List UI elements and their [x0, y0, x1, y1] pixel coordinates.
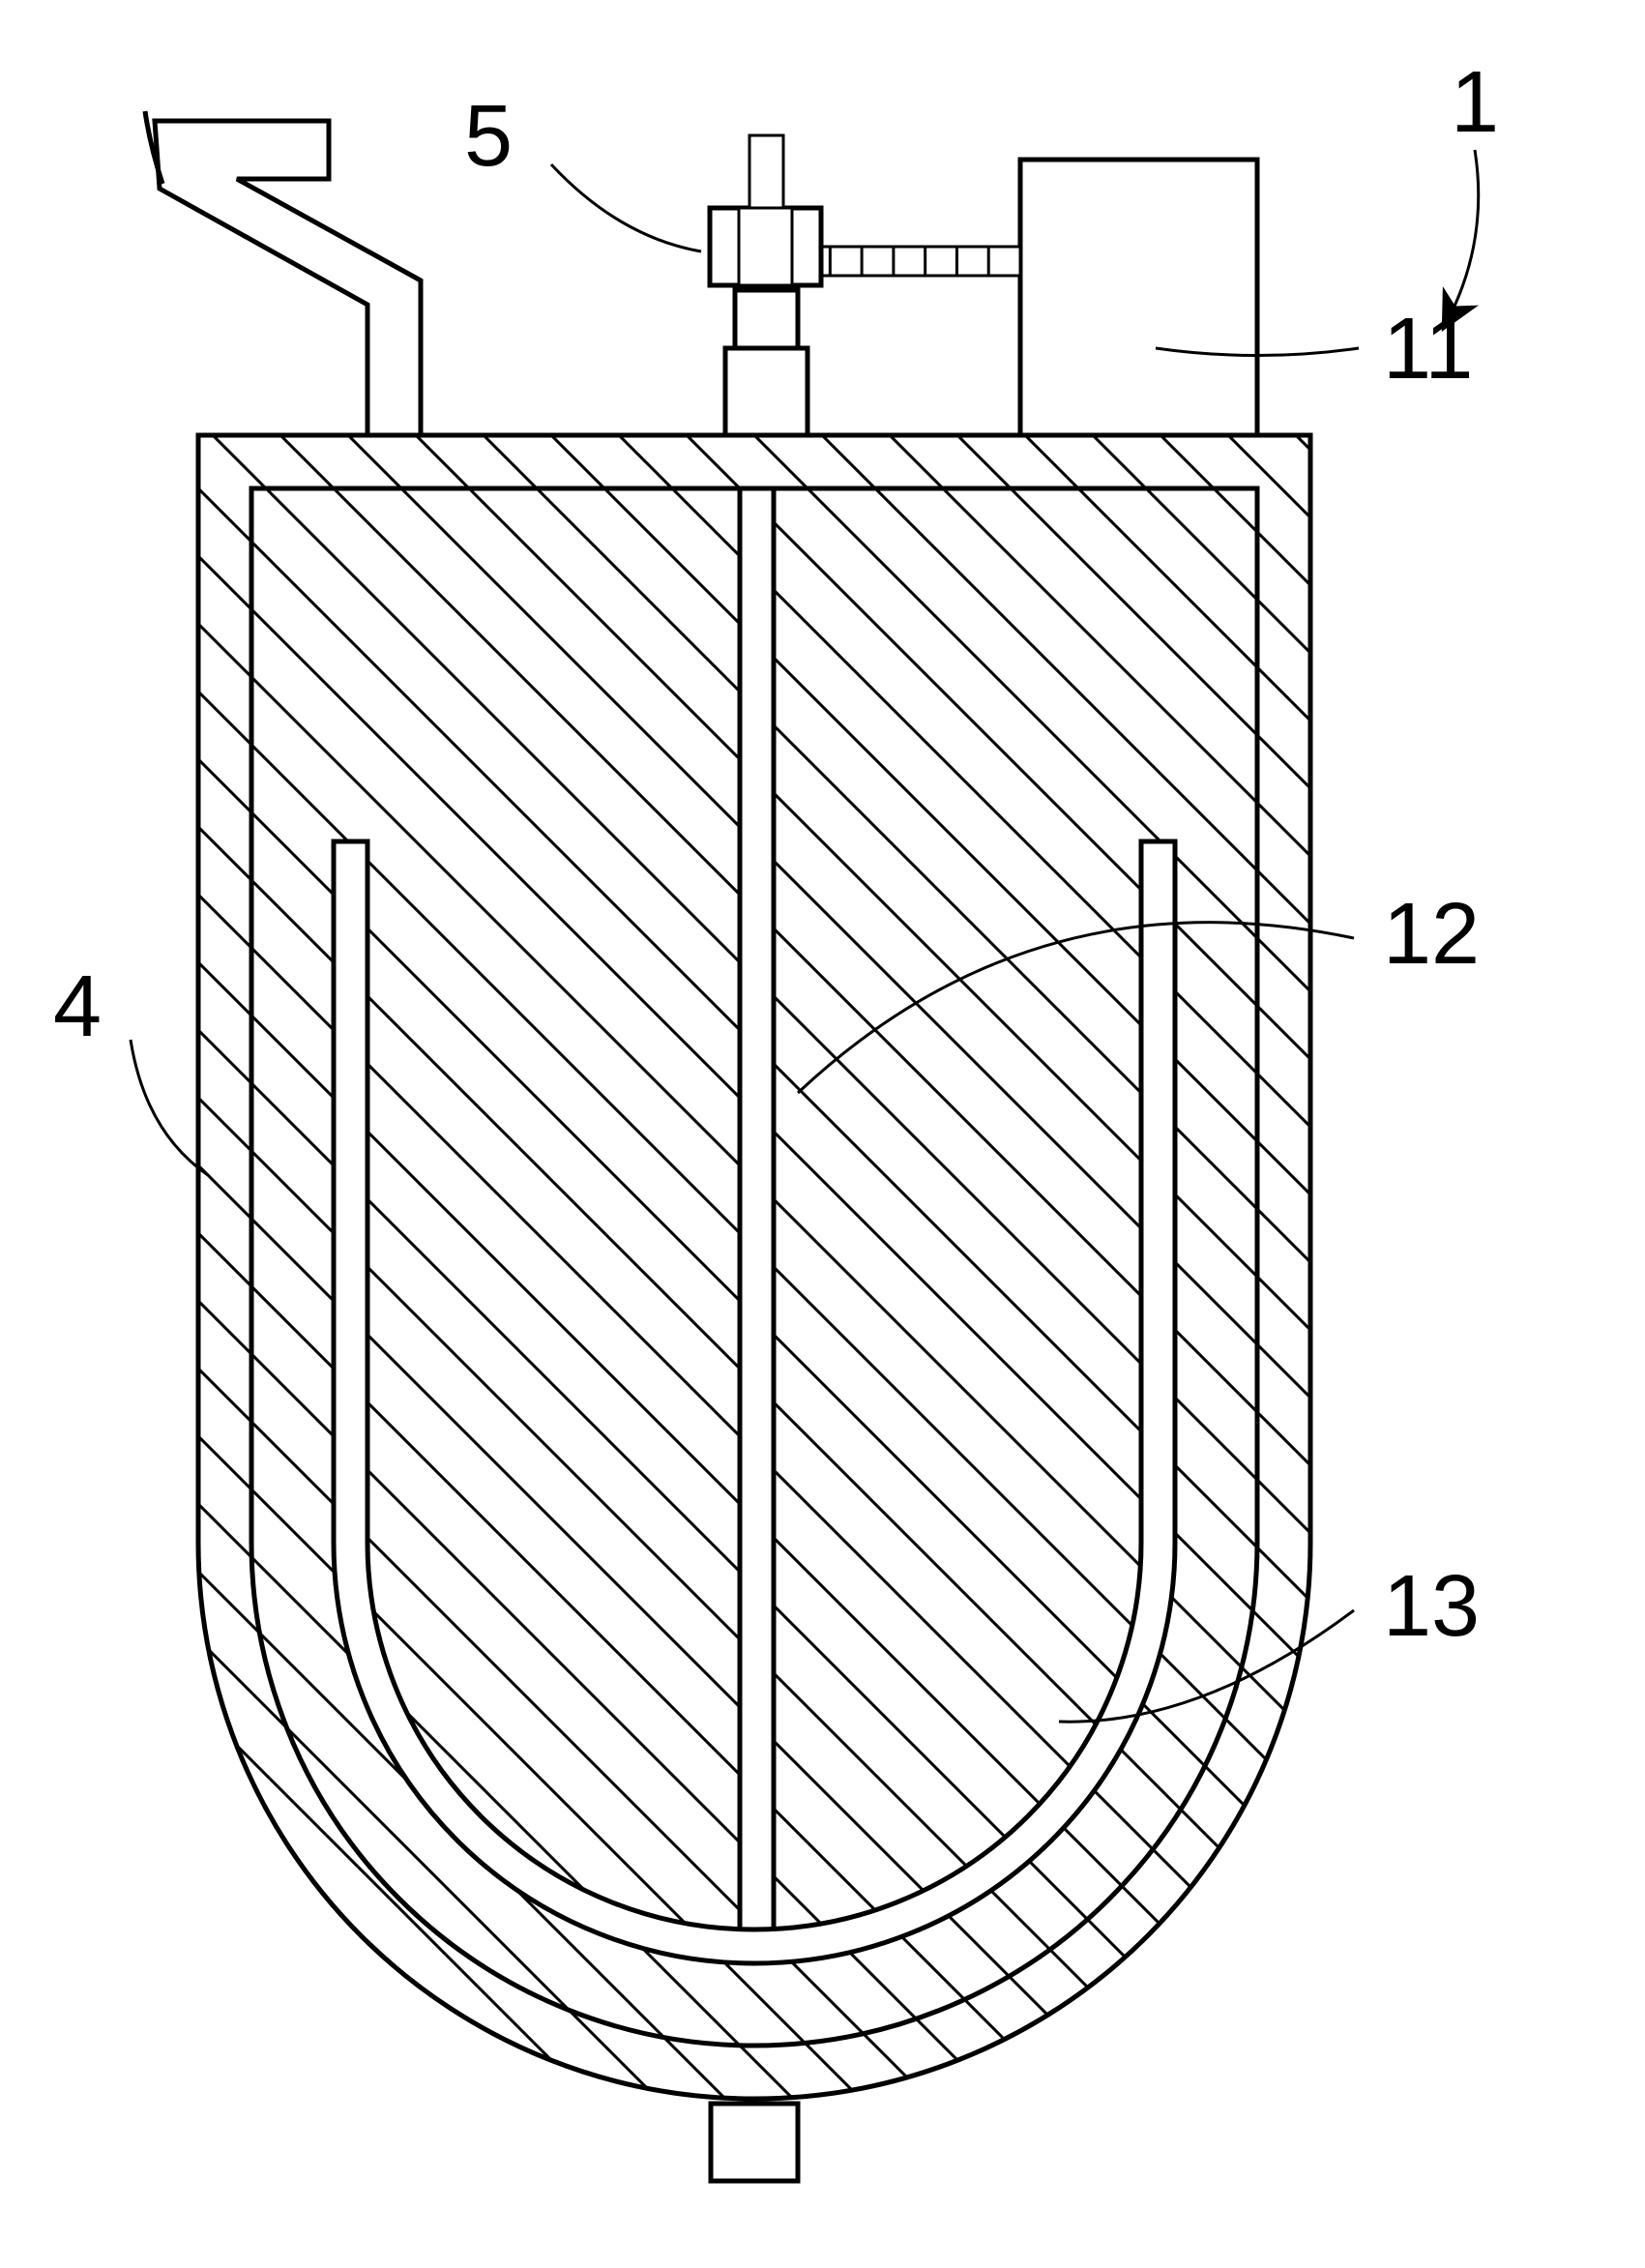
label-5: 5	[464, 87, 513, 187]
label-13: 13	[1383, 1557, 1480, 1657]
figure-page: 1 5 11 4 12 13	[0, 0, 1645, 2268]
label-11: 11	[1383, 300, 1473, 399]
label-12: 12	[1383, 885, 1480, 985]
label-4: 4	[53, 957, 102, 1057]
label-1: 1	[1451, 53, 1499, 153]
